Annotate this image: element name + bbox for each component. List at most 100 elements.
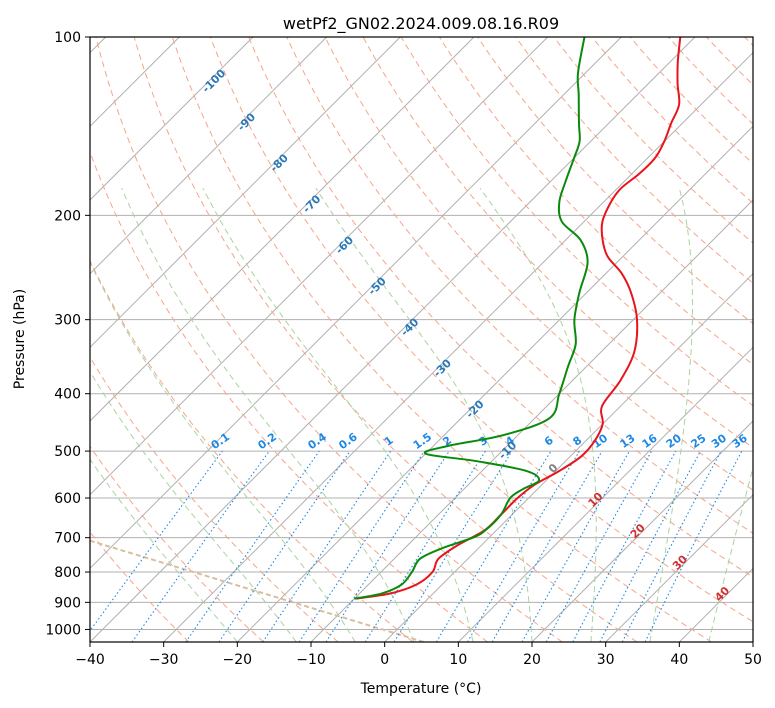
moist-adiabat-line	[121, 188, 415, 642]
x-tick-label: −10	[296, 652, 326, 668]
mixing-ratio-line	[364, 450, 486, 642]
dry-adiabat-line	[248, 37, 753, 578]
mixing-ratio-line	[298, 450, 425, 642]
dry-adiabat-line	[133, 37, 638, 642]
mixing-ratio-line	[599, 450, 701, 642]
x-axis: −40 −30 −20 −10 0 10 20 30 40 50	[75, 642, 762, 668]
isotherm-label: -20	[463, 397, 486, 420]
dry-adiabat-line	[362, 37, 753, 449]
mixing-ratio-label: 0.1	[209, 430, 232, 452]
y-tick-label: 700	[54, 531, 81, 547]
dry-adiabat-line	[210, 37, 753, 623]
isotherm-line	[90, 37, 622, 570]
isotherm-line	[90, 37, 475, 422]
x-tick-label: 10	[449, 652, 467, 668]
moist-adiabat-line	[90, 458, 238, 642]
dry-adiabat-line	[90, 356, 339, 642]
dry-adiabat-line	[706, 37, 753, 86]
x-tick-label: 30	[597, 652, 615, 668]
mixing-ratio-line	[325, 450, 450, 642]
mixing-ratio-line	[521, 450, 630, 642]
mixing-ratio-label: 25	[689, 431, 709, 450]
x-tick-label: 0	[380, 652, 389, 668]
isotherm-line	[531, 420, 753, 642]
isotherm-line	[90, 37, 254, 201]
plot-frame	[89, 36, 754, 643]
y-tick-label: 300	[54, 313, 81, 329]
isotherm-label: -60	[333, 233, 356, 256]
mixing-ratio-label: 0.4	[306, 430, 330, 452]
mixing-ratio-label: 13	[617, 432, 637, 451]
reference-curve	[90, 539, 425, 642]
mixing-ratio-line	[131, 450, 270, 642]
isotherm-label: -50	[366, 274, 389, 297]
moist-adiabat-line	[90, 260, 356, 642]
moist-adiabat-line	[479, 187, 597, 642]
dry-adiabat-line	[95, 37, 563, 642]
moist-adiabat-line	[708, 465, 753, 642]
isotherm-line	[384, 272, 753, 642]
isotherm-line	[90, 37, 401, 349]
dry-adiabat-line	[171, 37, 712, 642]
y-axis: 1000 900 800 700 600 500 400 300 200 100	[45, 30, 90, 638]
x-tick-label: 50	[744, 652, 762, 668]
moist-adiabat-line	[649, 188, 693, 642]
mixing-ratio-label: 1	[382, 434, 396, 449]
isotherm-label: -40	[398, 315, 421, 338]
mixing-ratio-line	[393, 450, 513, 642]
dry-adiabat-line	[591, 37, 753, 204]
x-tick-label: 40	[670, 652, 688, 668]
x-tick-label: −40	[75, 652, 105, 668]
mixing-ratio-line	[572, 450, 677, 642]
dry-adiabat-line	[400, 37, 753, 407]
mixing-ratio-label: 8	[571, 434, 585, 449]
isotherm-label: -90	[235, 110, 258, 133]
isotherm-line	[310, 199, 753, 642]
x-tick-label: −30	[149, 652, 179, 668]
y-tick-label: 600	[54, 491, 81, 507]
dry-adiabat-line	[90, 531, 190, 642]
y-tick-label: 800	[54, 565, 81, 581]
y-tick-label: 500	[54, 444, 81, 460]
dry-adiabat-line	[668, 37, 753, 125]
isotherm-label: -80	[268, 151, 291, 174]
mixing-ratio-line	[262, 450, 392, 642]
profiles	[354, 37, 682, 600]
mixing-ratio-label: 6	[542, 434, 556, 449]
mixing-ratio-label: 16	[640, 431, 660, 451]
temperature-profile	[355, 37, 682, 600]
y-tick-label: 1000	[45, 622, 81, 638]
mixing-ratio-line	[644, 450, 743, 642]
y-tick-label: 100	[54, 30, 81, 46]
dry-adiabat-line	[90, 259, 414, 642]
moist-adiabat-line	[202, 187, 474, 642]
plot-area: 0.1 0.2 0.4 0.6 1 1.5 2 3 4 6 8 10 13 16 20 25 30 36-100-…	[90, 37, 753, 642]
isotherm-line	[90, 37, 696, 642]
mixing-ratio-line	[467, 450, 580, 642]
warm-isotherm-label: 40	[712, 584, 732, 604]
mixing-ratio-label: 10	[590, 431, 610, 451]
isotherm-line	[678, 567, 753, 642]
mixing-ratio-line	[435, 450, 552, 642]
mixing-ratio-line	[545, 450, 653, 642]
dry-adiabat-line	[553, 37, 753, 244]
isotherm-line	[163, 51, 753, 642]
isotherm-line	[90, 37, 328, 275]
dry-adiabat-line	[324, 37, 753, 491]
y-tick-label: 200	[54, 208, 81, 224]
mixing-ratio-label: 36	[730, 431, 750, 451]
dry-adiabat-line	[515, 37, 753, 284]
y-tick-label: 400	[54, 387, 81, 403]
x-tick-label: 20	[523, 652, 541, 668]
mixing-ratio-line	[218, 450, 351, 642]
isotherm-line	[605, 493, 753, 642]
isotherm-line	[90, 37, 549, 496]
warm-isotherm-label: 10	[586, 490, 606, 510]
isotherm-line	[752, 641, 753, 642]
moist-adiabat-line	[315, 187, 533, 642]
dry-adiabat-line	[477, 37, 753, 325]
dry-adiabat-line	[744, 37, 753, 47]
isotherm-label: -30	[431, 356, 454, 379]
x-tick-label: −20	[223, 652, 253, 668]
